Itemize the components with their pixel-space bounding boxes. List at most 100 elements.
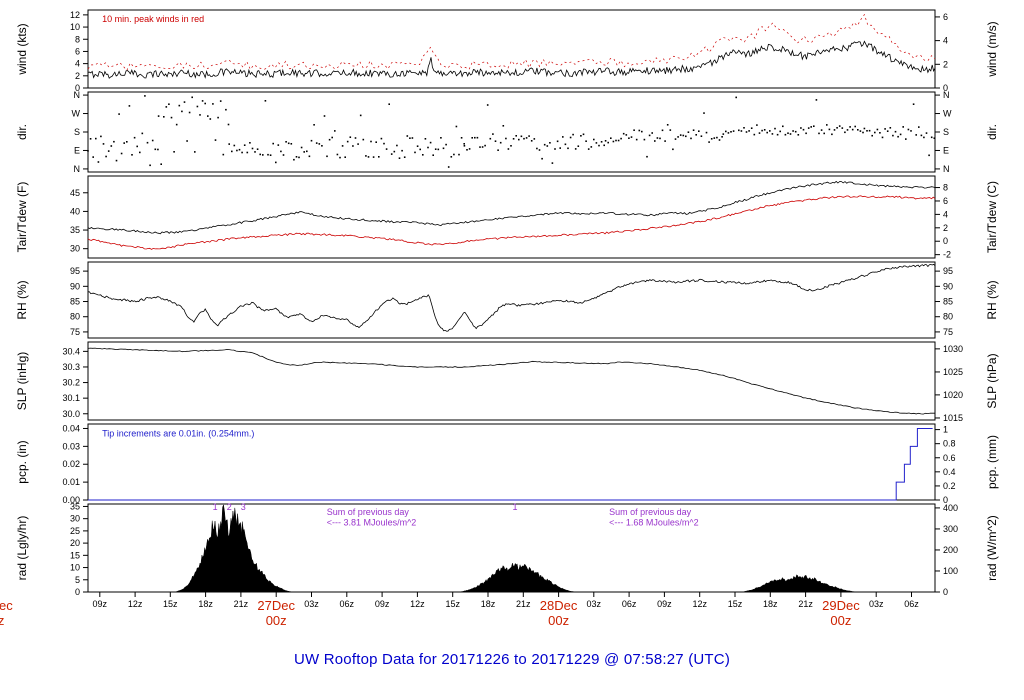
axis-label-left-slp: SLP (inHg) (15, 352, 29, 410)
scatter-point (789, 133, 792, 135)
panel-border-pcp (87, 423, 936, 501)
scatter-point (92, 156, 94, 158)
scatter-point (486, 104, 489, 106)
x-tick-label: 15z (728, 599, 743, 609)
tick-label-right: N (943, 90, 950, 100)
axis-label-right-rad: rad (W/m^2) (985, 515, 999, 581)
scatter-point (259, 153, 261, 156)
scatter-point (471, 137, 473, 139)
x-date-label: 27Dec (257, 598, 295, 613)
scatter-point (290, 143, 293, 145)
scatter-point (593, 138, 595, 141)
tick-label-right: 0.2 (943, 481, 956, 491)
scatter-point (682, 134, 685, 137)
panel-annotation: <--- 3.81 MJoules/m^2 (327, 518, 417, 528)
scatter-point (346, 140, 349, 143)
scatter-point (826, 124, 828, 126)
tick-label-right: 300 (943, 524, 958, 534)
tick-label-left: 12 (70, 10, 80, 20)
scatter-point (146, 141, 149, 144)
scatter-point (902, 126, 904, 128)
scatter-point (326, 155, 328, 158)
scatter-point (227, 123, 230, 126)
scatter-point (585, 140, 587, 142)
tick-label-left: S (74, 127, 80, 137)
scatter-point (833, 129, 836, 131)
x-tick-label: 03z (304, 599, 319, 609)
scatter-point (372, 156, 375, 158)
scatter-point (507, 148, 510, 150)
panel-rh: 75 80 85 90 95 75 80 85 90 95 RH (%) RH (%) (15, 261, 999, 339)
scatter-point (721, 136, 723, 138)
scatter-point (277, 144, 280, 146)
x-date-label-hour: 00z (0, 613, 4, 628)
scatter-point (810, 126, 812, 128)
scatter-point (664, 140, 666, 142)
scatter-point (758, 132, 761, 134)
scatter-point (344, 156, 346, 158)
axis-label-right-dir: dir. (985, 124, 999, 140)
scatter-point (194, 151, 196, 153)
scatter-point (217, 116, 219, 119)
scatter-point (275, 161, 277, 164)
scatter-point (915, 134, 917, 136)
scatter-point (422, 154, 424, 156)
scatter-point (89, 138, 92, 140)
scatter-point (287, 142, 290, 145)
scatter-point (113, 140, 115, 143)
tick-label-right: 0.6 (943, 453, 956, 463)
axis-label-left-temp: Tair/Tdew (F) (15, 182, 29, 253)
scatter-point (750, 127, 753, 129)
scatter-point (165, 106, 168, 108)
panel-annotation: 1 (213, 502, 218, 512)
scatter-point (748, 130, 750, 132)
scatter-point (151, 139, 154, 142)
panel-border-rh (87, 261, 936, 339)
scatter-point (370, 140, 372, 143)
scatter-point (920, 134, 923, 137)
tick-label-left: 0.03 (62, 441, 80, 451)
tick-label-right: 1020 (943, 390, 963, 400)
x-tick-label: 15z (445, 599, 460, 609)
scatter-point (828, 128, 831, 131)
scatter-point (212, 103, 214, 105)
tick-label-left: 25 (70, 526, 80, 536)
tick-label-left: 2 (75, 71, 80, 81)
scatter-point (923, 136, 925, 139)
scatter-point (745, 131, 748, 133)
scatter-point (396, 144, 398, 147)
scatter-point (881, 136, 884, 139)
scatter-point (241, 151, 243, 154)
scatter-point (559, 147, 561, 149)
scatter-point (236, 149, 238, 152)
scatter-point (918, 126, 920, 128)
scatter-point (463, 143, 465, 145)
scatter-point (595, 142, 598, 144)
scatter-point (141, 132, 144, 135)
scatter-point (572, 133, 574, 136)
scatter-point (437, 148, 440, 151)
scatter-point (131, 154, 133, 156)
scatter-point (306, 150, 308, 153)
x-tick-label: 12z (692, 599, 707, 609)
x-tick-label: 18z (763, 599, 778, 609)
scatter-point (672, 148, 674, 151)
scatter-point (492, 133, 494, 135)
scatter-point (168, 103, 170, 105)
x-tick-label: 12z (410, 599, 425, 609)
scatter-point (414, 151, 416, 154)
scatter-point (181, 110, 183, 113)
scatter-point (612, 140, 615, 143)
scatter-point (620, 137, 622, 140)
scatter-point (429, 141, 432, 144)
scatter-point (713, 137, 716, 139)
scatter-point (173, 151, 175, 153)
scatter-point (562, 136, 564, 138)
scatter-point (643, 138, 646, 141)
scatter-point (536, 147, 538, 150)
scatter-point (905, 138, 907, 140)
scatter-point (533, 138, 536, 140)
scatter-point (779, 130, 781, 133)
tick-label-left: 80 (70, 312, 80, 322)
